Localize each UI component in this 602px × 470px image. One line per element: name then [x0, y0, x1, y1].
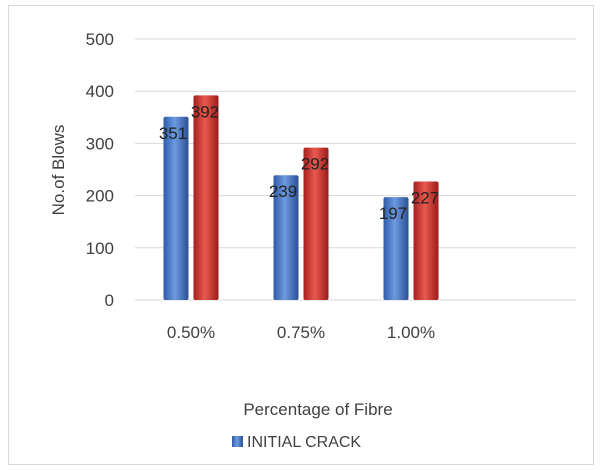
legend-swatch — [232, 436, 243, 447]
y-axis-title: No.of Blows — [49, 125, 68, 216]
bar — [193, 95, 219, 300]
bar — [273, 175, 299, 300]
data-label: 239 — [269, 182, 297, 201]
chart-frame — [8, 5, 594, 465]
bar — [413, 181, 439, 300]
bar — [383, 197, 409, 300]
bar — [303, 147, 329, 300]
bars — [163, 95, 439, 300]
y-tick-label: 100 — [86, 239, 114, 258]
x-tick-label: 0.50% — [167, 323, 215, 342]
x-axis-title: Percentage of Fibre — [243, 400, 392, 419]
data-label: 392 — [191, 102, 219, 121]
data-label: 292 — [301, 155, 329, 174]
legend-label: INITIAL CRACK — [247, 434, 361, 451]
y-axis-ticks: 0 100 200 300 400 500 — [86, 30, 114, 310]
data-label: 227 — [411, 189, 439, 208]
bar — [163, 116, 189, 300]
y-tick-label: 200 — [86, 187, 114, 206]
y-tick-label: 500 — [86, 30, 114, 49]
y-tick-label: 300 — [86, 134, 114, 153]
data-label: 351 — [159, 124, 187, 143]
x-tick-label: 0.75% — [277, 323, 325, 342]
legend: INITIAL CRACK — [232, 434, 361, 451]
y-tick-label: 0 — [105, 291, 114, 310]
x-axis-ticks: 0.50% 0.75% 1.00% — [167, 323, 435, 342]
x-tick-label: 1.00% — [387, 323, 435, 342]
data-label: 197 — [379, 204, 407, 223]
y-tick-label: 400 — [86, 82, 114, 101]
